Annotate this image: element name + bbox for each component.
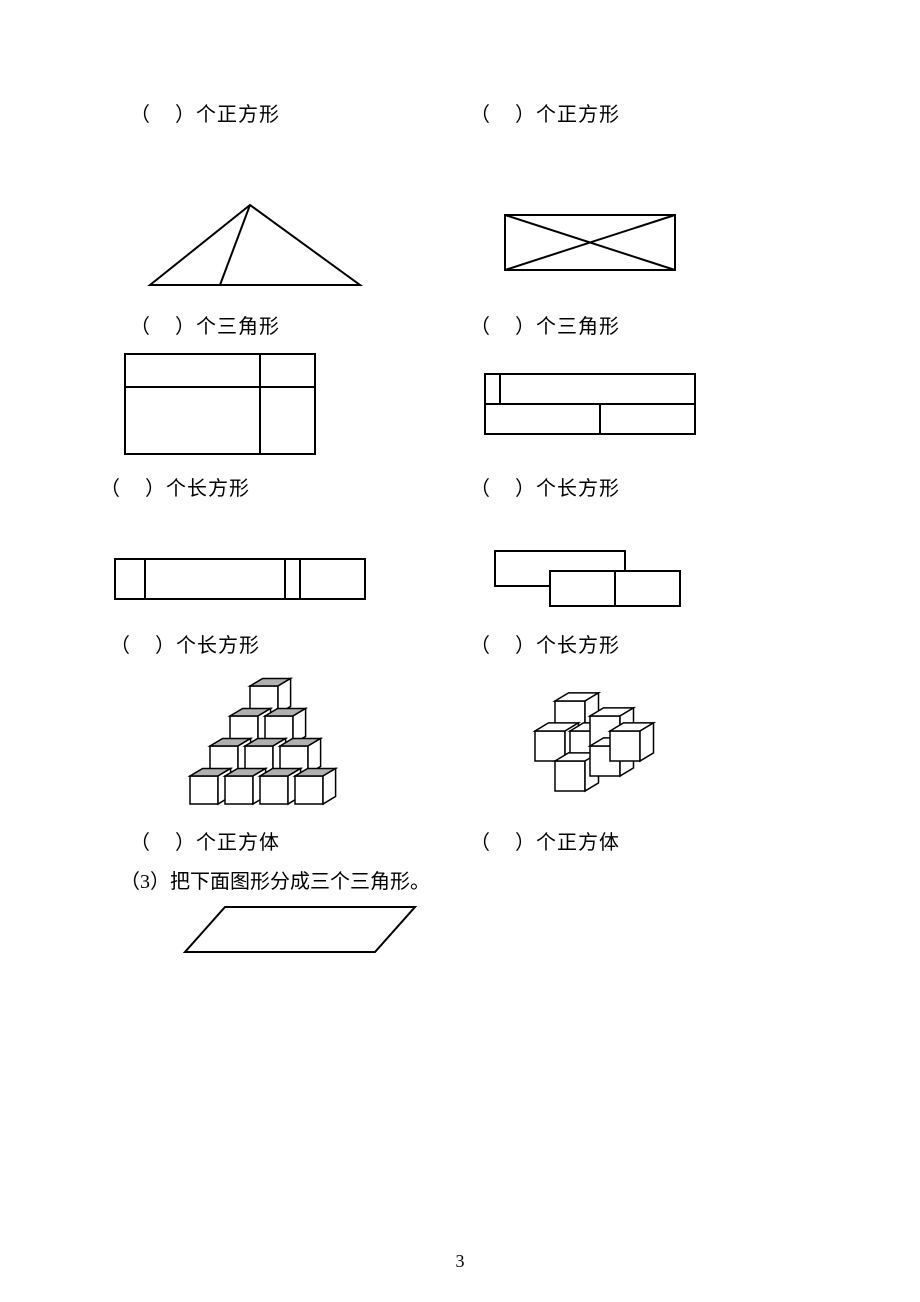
blank-close: ）: [145, 478, 166, 500]
label-rect: 个长方形: [536, 635, 620, 657]
cell-square-right: （ ）个正方形: [460, 90, 810, 127]
blank-close: ）: [515, 635, 536, 657]
blank-close: ）: [175, 104, 196, 126]
caption-rect-a-right: （ ）个长方形: [470, 472, 810, 501]
blank-close: ）: [175, 832, 196, 854]
fig-triangle-right: [470, 187, 810, 302]
fig-parallelogram: [110, 902, 810, 960]
row-triangles: （ ）个三角形 （ ）个三角形: [110, 187, 810, 339]
cell-cubes-right: （ ）个正方体: [460, 683, 810, 855]
blank-open: （: [470, 635, 491, 657]
fig-rect-a-right: [470, 349, 810, 464]
fig-rect-a-left: [110, 349, 460, 464]
label-square: 个正方形: [536, 104, 620, 126]
label-rect: 个长方形: [176, 635, 260, 657]
blank-open: （: [130, 832, 151, 854]
blank-close: ）: [515, 478, 536, 500]
svg-rect-a-left: [120, 349, 325, 464]
svg-triangle-right: [500, 210, 685, 280]
fig-cubes-left: [130, 683, 460, 818]
fig-rect-b-right: [470, 541, 810, 621]
blank-open: （: [110, 635, 131, 657]
caption-square-right: （ ）个正方形: [470, 98, 810, 127]
worksheet-page: （ ）个正方形 （ ）个正方形 （ ）个三角形: [0, 0, 920, 1000]
blank-open: （: [470, 832, 491, 854]
blank-close: ）: [175, 316, 196, 338]
question-3: （3）把下面图形分成三个三角形。: [120, 865, 810, 894]
blank-open: （: [470, 316, 491, 338]
cell-rect-a-right: （ ）个长方形: [460, 349, 810, 501]
blank-close: ）: [155, 635, 176, 657]
cell-triangle-right: （ ）个三角形: [460, 187, 810, 339]
svg-rect-a-right: [480, 369, 705, 444]
row-cubes: （ ）个正方体 （ ）个正方体: [110, 683, 810, 855]
caption-cubes-right: （ ）个正方体: [470, 826, 810, 855]
svg-rect-b-left: [110, 554, 375, 609]
label-square: 个正方形: [196, 104, 280, 126]
row-rect-a: （ ）个长方形 （ ）个长方形: [110, 349, 810, 501]
svg-cubes-right: [500, 686, 670, 816]
cell-triangle-left: （ ）个三角形: [110, 187, 460, 339]
blank-open: （: [130, 104, 151, 126]
caption-triangle-left: （ ）个三角形: [130, 310, 460, 339]
fig-triangle-left: [130, 187, 460, 302]
cell-rect-b-left: （ ）个长方形: [110, 541, 460, 658]
caption-rect-a-left: （ ）个长方形: [100, 472, 460, 501]
label-cube: 个正方体: [196, 832, 280, 854]
label-triangle: 个三角形: [196, 316, 280, 338]
blank-close: ）: [515, 832, 536, 854]
blank-open: （: [130, 316, 151, 338]
caption-rect-b-right: （ ）个长方形: [470, 629, 810, 658]
fig-cubes-right: [470, 683, 810, 818]
blank-close: ）: [515, 316, 536, 338]
row-squares: （ ）个正方形 （ ）个正方形: [110, 90, 810, 127]
row-rect-b: （ ）个长方形 （ ）个长方形: [110, 541, 810, 658]
blank-open: （: [100, 478, 121, 500]
svg-triangle-left: [140, 195, 370, 295]
cell-rect-b-right: （ ）个长方形: [460, 541, 810, 658]
caption-triangle-right: （ ）个三角形: [470, 310, 810, 339]
caption-square-left: （ ）个正方形: [130, 98, 460, 127]
fig-rect-b-left: [110, 541, 460, 621]
label-cube: 个正方体: [536, 832, 620, 854]
blank-close: ）: [515, 104, 536, 126]
label-rect: 个长方形: [536, 478, 620, 500]
caption-cubes-left: （ ）个正方体: [130, 826, 460, 855]
svg-cubes-left: [170, 676, 350, 826]
svg-parallelogram: [180, 902, 425, 960]
label-rect: 个长方形: [166, 478, 250, 500]
cell-cubes-left: （ ）个正方体: [110, 683, 460, 855]
page-number: 3: [0, 1251, 920, 1272]
label-triangle: 个三角形: [536, 316, 620, 338]
blank-open: （: [470, 478, 491, 500]
caption-rect-b-left: （ ）个长方形: [110, 629, 460, 658]
svg-rect-b-right: [490, 546, 690, 616]
cell-square-left: （ ）个正方形: [110, 90, 460, 127]
cell-rect-a-left: （ ）个长方形: [110, 349, 460, 501]
blank-open: （: [470, 104, 491, 126]
